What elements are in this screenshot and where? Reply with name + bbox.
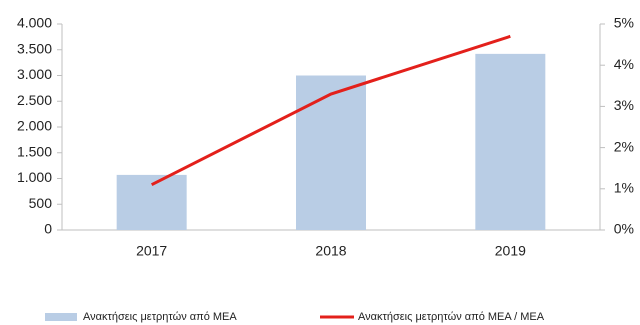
y2-tick-label: 5% [614, 15, 634, 31]
y-tick-label: 1.500 [17, 143, 52, 159]
y2-tick-label: 2% [614, 138, 634, 154]
y-tick-label: 2.500 [17, 92, 52, 108]
y-tick-label: 4.000 [17, 15, 52, 31]
bar [475, 53, 546, 231]
legend-label: Ανακτήσεις μετρητών από ΜΕΑ [83, 311, 237, 323]
legend-label: Ανακτήσεις μετρητών από ΜΕΑ / ΜΕΑ [358, 311, 545, 323]
y2-tick-label: 4% [614, 56, 634, 72]
y-tick-label: 500 [29, 195, 53, 211]
bar [296, 75, 366, 230]
y2-tick-label: 3% [614, 97, 634, 113]
y-tick-label: 1.000 [17, 169, 52, 185]
y-tick-label: 3.000 [17, 66, 52, 82]
line [150, 34, 511, 187]
y-tick-label: 3.500 [17, 40, 52, 56]
legend-swatch [45, 313, 77, 321]
x-tick-label: 2018 [315, 243, 346, 259]
y2-tick-label: 1% [614, 180, 634, 196]
y-tick-label: 0 [44, 221, 52, 237]
x-tick-label: 2017 [136, 243, 167, 259]
x-tick-label: 2019 [495, 243, 526, 259]
y2-tick-label: 0% [614, 221, 634, 237]
y-tick-label: 2.000 [17, 118, 52, 134]
